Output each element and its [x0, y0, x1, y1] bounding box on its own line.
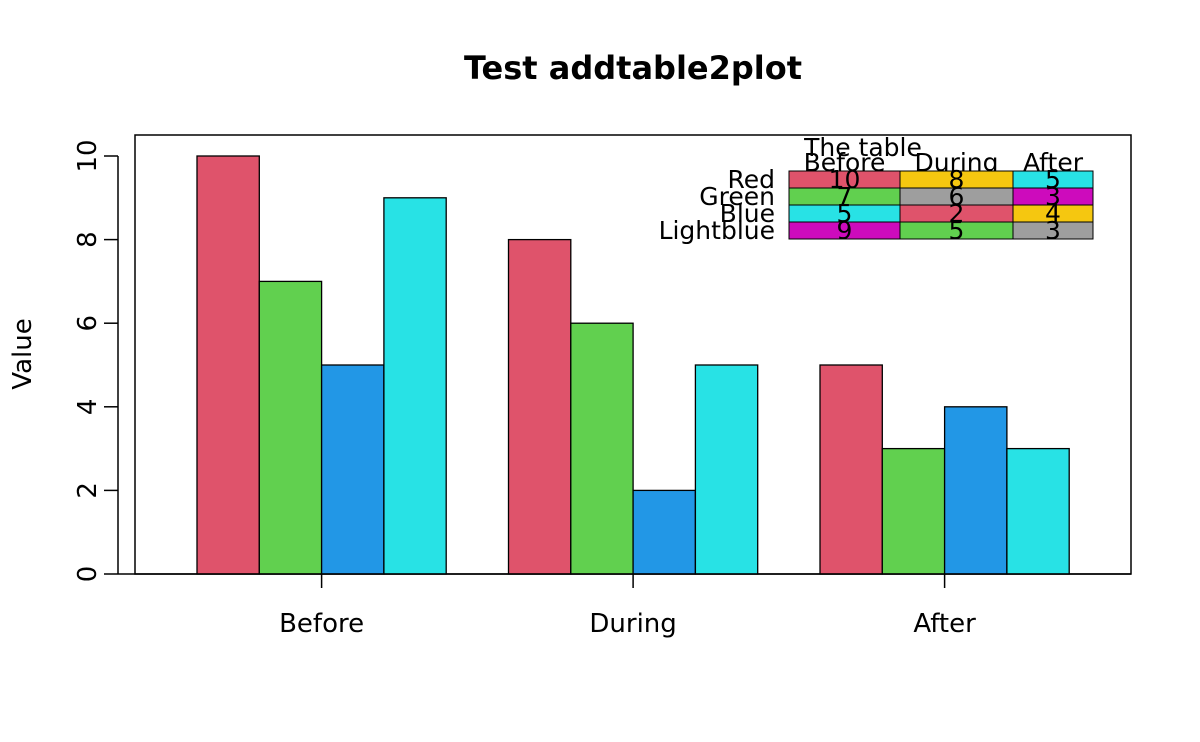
chart-title: Test addtable2plot	[464, 49, 802, 87]
table-cell-value: 5	[837, 199, 853, 228]
table-row-name: Lightblue	[659, 216, 775, 245]
y-tick-label: 10	[73, 139, 103, 172]
table-title: The table	[803, 133, 922, 162]
table-cell	[1012, 221, 1094, 240]
table-cell-value: 7	[837, 182, 853, 211]
bar-green-before	[258, 280, 323, 575]
table-cell-value: 5	[949, 216, 965, 245]
table-cell-value: 6	[949, 182, 965, 211]
y-axis: 0 2 4 6 8 10	[73, 139, 119, 583]
bar-red-after	[819, 364, 883, 575]
y-tick-label: 8	[73, 231, 103, 248]
bar-red-before	[196, 155, 260, 575]
bar-blue-before	[320, 364, 385, 575]
y-tick-label: 2	[73, 482, 103, 499]
y-tick-label: 6	[73, 315, 103, 332]
bar-red-during	[507, 238, 572, 575]
table-row-name: Green	[699, 182, 775, 211]
table-cell-value: 4	[1045, 199, 1061, 228]
x-axis: Before During After	[118, 573, 1131, 639]
bar-lightblue-before	[383, 197, 447, 575]
bar-lightblue-during	[694, 364, 759, 575]
x-tick-label: During	[589, 609, 676, 639]
y-axis-label: Value	[8, 318, 38, 389]
bar-blue-during	[632, 489, 697, 575]
table-cell-value: 3	[1045, 216, 1061, 245]
x-tick-label: Before	[279, 609, 364, 639]
table-cell-value: 5	[1045, 165, 1061, 194]
table-cell-value: 3	[1045, 182, 1061, 211]
table-cell-value: 8	[949, 165, 965, 194]
table-row-name: Red	[728, 165, 776, 194]
y-tick-label: 0	[73, 566, 103, 583]
x-tick-label: After	[913, 609, 976, 639]
table-cell-value: 2	[949, 199, 965, 228]
bar-green-during	[570, 322, 634, 575]
bar-lightblue-after	[1006, 447, 1070, 575]
y-tick-label: 4	[73, 399, 103, 416]
bar-blue-after	[943, 406, 1008, 575]
table-cell-value: 9	[837, 216, 853, 245]
table-row-name: Blue	[720, 199, 775, 228]
bar-green-after	[881, 447, 946, 575]
